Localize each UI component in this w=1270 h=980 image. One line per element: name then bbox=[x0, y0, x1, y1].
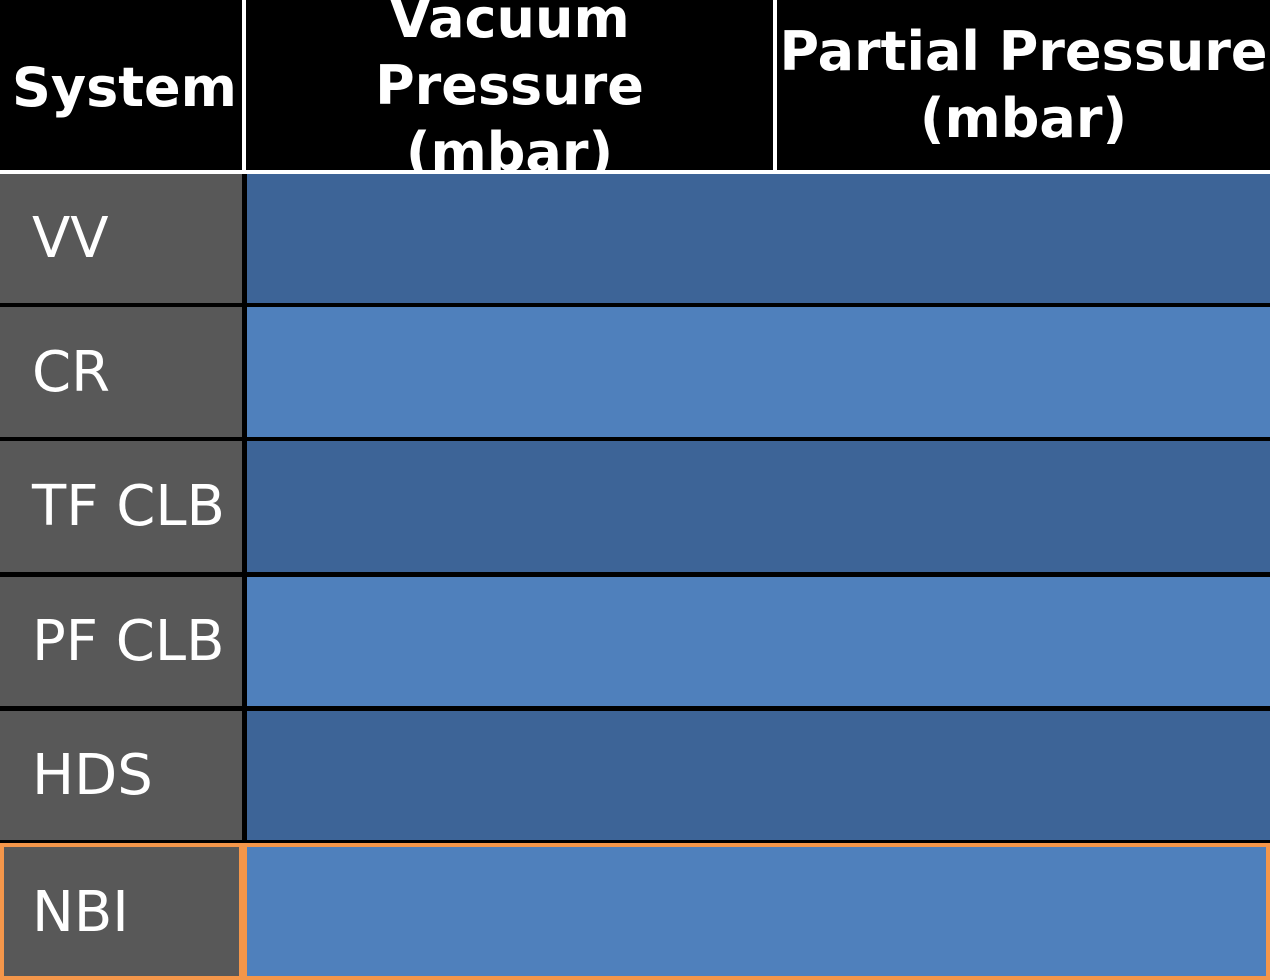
table-row: CR bbox=[0, 307, 1270, 437]
row-values-cell bbox=[247, 845, 1270, 980]
row-system-label: CR bbox=[0, 307, 242, 437]
row-values-cell bbox=[247, 307, 1270, 437]
table-row: PF CLB bbox=[0, 577, 1270, 706]
header-system-label: System bbox=[12, 55, 237, 119]
table-row: VV bbox=[0, 174, 1270, 303]
row-system-label: TF CLB bbox=[0, 441, 242, 572]
header-partial-pressure: Partial Pressure (mbar) bbox=[777, 0, 1270, 170]
row-values-cell bbox=[247, 577, 1270, 706]
table-row-highlighted: NBI bbox=[0, 845, 1270, 980]
row-system-label: PF CLB bbox=[0, 577, 242, 706]
highlight-border-values bbox=[243, 843, 1270, 980]
table-row: TF CLB bbox=[0, 441, 1270, 572]
header-underline bbox=[0, 170, 1270, 174]
row-system-label: VV bbox=[0, 174, 242, 303]
row-values-cell bbox=[247, 711, 1270, 840]
header-vacuum-pressure: Vacuum Pressure (mbar) bbox=[246, 0, 773, 184]
header-vacuum-line1: Vacuum Pressure bbox=[375, 0, 644, 117]
row-system-label: NBI bbox=[0, 845, 242, 980]
row-system-label: HDS bbox=[0, 711, 242, 840]
highlight-border-label bbox=[0, 843, 243, 980]
header-partial-line2: (mbar) bbox=[919, 87, 1128, 150]
header-divider bbox=[242, 0, 246, 170]
header-partial-line1: Partial Pressure bbox=[779, 20, 1268, 83]
header-divider bbox=[773, 0, 777, 170]
table-row: HDS bbox=[0, 711, 1270, 840]
row-values-cell bbox=[247, 441, 1270, 572]
header-system: System bbox=[0, 0, 242, 170]
row-values-cell bbox=[247, 174, 1270, 303]
